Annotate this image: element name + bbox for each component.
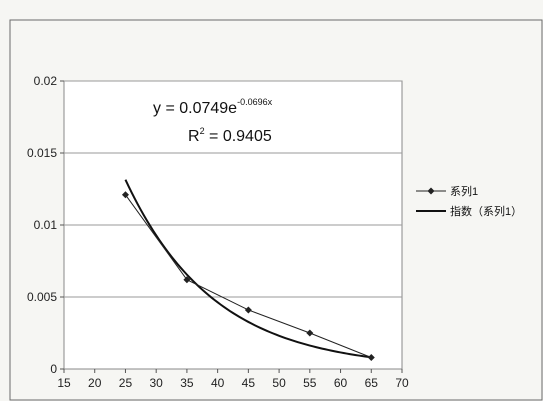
x-tick-label: 15 bbox=[57, 376, 71, 390]
axes: 0 0.005 0.01 0.015 0.02 15 20 25 30 35 40 45 50 55 60 6… bbox=[27, 74, 409, 390]
x-tick-label: 30 bbox=[150, 376, 164, 390]
data-point bbox=[121, 191, 129, 199]
x-tick-label: 20 bbox=[88, 376, 102, 390]
trendline-layer bbox=[124, 179, 372, 359]
r-squared-sup: 2 bbox=[200, 126, 205, 136]
equation-exponent: -0.0696x bbox=[237, 97, 273, 107]
y-tick-label: 0 bbox=[50, 362, 57, 376]
x-tick-label: 25 bbox=[119, 376, 133, 390]
data-point bbox=[306, 329, 314, 337]
x-tick-label: 70 bbox=[395, 376, 409, 390]
r-squared-text: R2 = 0.9405 bbox=[188, 126, 272, 145]
x-tick-label: 55 bbox=[303, 376, 317, 390]
equation-text: y = 0.0749e-0.0696x bbox=[153, 97, 273, 117]
x-tick-label: 65 bbox=[365, 376, 379, 390]
y-tick-label: 0.01 bbox=[34, 218, 58, 232]
legend-item-series: 系列1 bbox=[416, 184, 478, 198]
x-tick-label: 60 bbox=[334, 376, 348, 390]
legend-item-trendline: 指数（系列1） bbox=[416, 204, 522, 218]
data-point bbox=[367, 353, 375, 361]
legend-series-marker bbox=[427, 187, 435, 195]
legend: 系列1 指数（系列1） bbox=[416, 184, 522, 218]
y-tick-label: 0.005 bbox=[27, 290, 57, 304]
x-tick-label: 35 bbox=[180, 376, 194, 390]
gridlines bbox=[64, 80, 402, 298]
trendline-equation: y = 0.0749e-0.0696x R2 = 0.9405 bbox=[153, 97, 273, 145]
series-layer bbox=[121, 191, 375, 361]
x-tick-label: 50 bbox=[272, 376, 286, 390]
r-squared-value: = 0.9405 bbox=[205, 128, 272, 145]
x-tick-label: 40 bbox=[211, 376, 225, 390]
legend-trendline-label: 指数（系列1） bbox=[450, 204, 522, 218]
r-squared-prefix: R bbox=[188, 128, 200, 145]
data-point bbox=[183, 276, 191, 284]
exponential-trendline bbox=[124, 179, 372, 359]
data-point bbox=[244, 306, 252, 314]
y-tick-label: 0.015 bbox=[27, 146, 57, 160]
equation-prefix: y = 0.0749e bbox=[153, 100, 237, 117]
y-tick-label: 0.02 bbox=[34, 74, 58, 88]
legend-series-label: 系列1 bbox=[450, 184, 478, 198]
x-tick-label: 45 bbox=[242, 376, 256, 390]
